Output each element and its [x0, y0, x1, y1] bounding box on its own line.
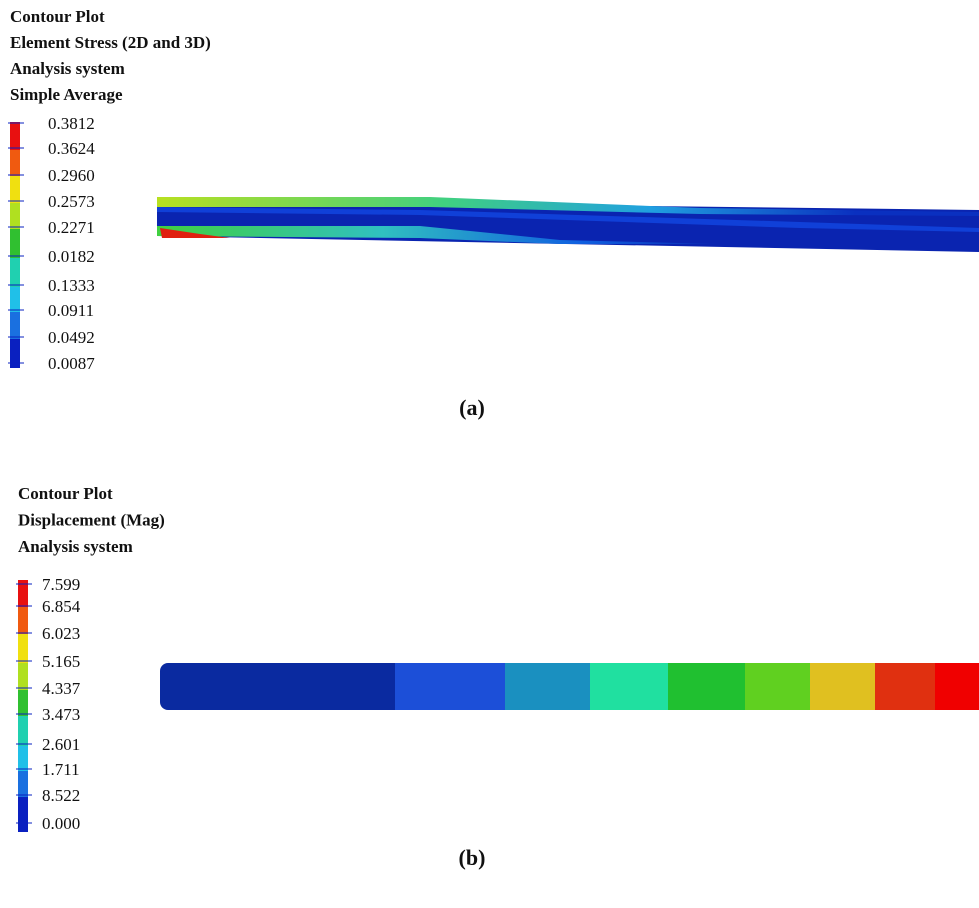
legend-label: 0.0087 — [48, 354, 95, 373]
panel-caption: (b) — [459, 845, 486, 870]
legend-label: 7.599 — [42, 575, 80, 594]
legend-label: 0.2960 — [48, 166, 95, 185]
plot-title: Element Stress (2D and 3D) — [10, 33, 211, 52]
legend-label: 0.1333 — [48, 276, 95, 295]
legend-label: 6.854 — [42, 597, 81, 616]
legend-label: 6.023 — [42, 624, 80, 643]
plot-title: Analysis system — [18, 537, 133, 556]
legend-label: 5.165 — [42, 652, 80, 671]
legend-label: 0.0492 — [48, 328, 95, 347]
stress-beam — [157, 197, 979, 252]
displacement-legend-bar — [18, 580, 28, 832]
legend-label: 1.711 — [42, 760, 80, 779]
plot-title: Contour Plot — [18, 484, 113, 503]
plot-title: Simple Average — [10, 85, 123, 104]
plot-title: Contour Plot — [10, 7, 105, 26]
stress-legend-bar — [10, 122, 20, 368]
legend-label: 2.601 — [42, 735, 80, 754]
legend-label: 4.337 — [42, 679, 81, 698]
legend-label: 8.522 — [42, 786, 80, 805]
panel-caption: (a) — [459, 395, 485, 420]
plot-title: Displacement (Mag) — [18, 510, 165, 529]
legend-label: 0.0182 — [48, 247, 95, 266]
plot-title: Analysis system — [10, 59, 125, 78]
page: Contour Plot Element Stress (2D and 3D) An… — [0, 0, 979, 908]
displacement-beam — [160, 663, 979, 710]
legend-label: 0.000 — [42, 814, 80, 833]
legend-label: 3.473 — [42, 705, 80, 724]
legend-label: 0.3624 — [48, 139, 95, 158]
legend-label: 0.2573 — [48, 192, 95, 211]
legend-label: 0.0911 — [48, 301, 94, 320]
legend-label: 0.2271 — [48, 218, 95, 237]
legend-label: 0.3812 — [48, 114, 95, 133]
